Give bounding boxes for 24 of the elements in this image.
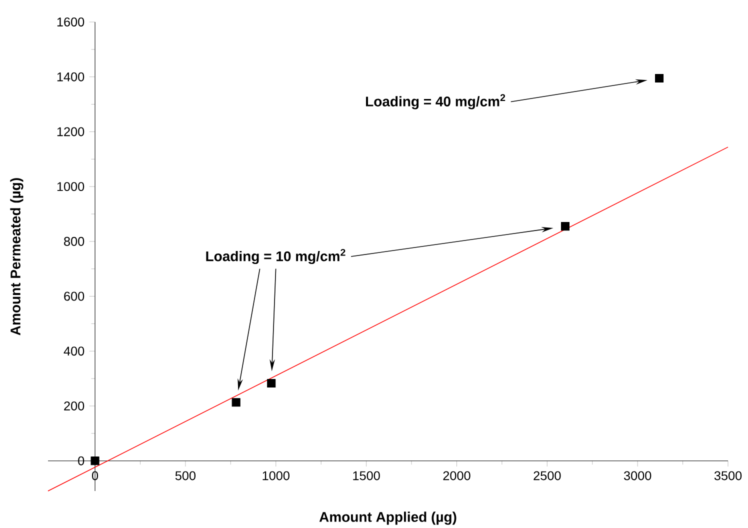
- y-tick-label: 1200: [57, 127, 84, 136]
- y-tick-label: 400: [64, 346, 84, 356]
- annotation: Loading = 40 mg/cm$^{2}$: [366, 94, 506, 110]
- point: [560, 222, 570, 231]
- y-tick-label: 1600: [57, 18, 84, 26]
- point: [655, 74, 664, 82]
- y-tick-label: 1400: [57, 72, 84, 82]
- annotation: Loading = 10 mg/cm$^{2}$: [206, 248, 346, 264]
- point: [90, 456, 100, 466]
- y-tick-label: 800: [64, 236, 84, 246]
- x-tick-label: 3000: [624, 471, 652, 480]
- point: [232, 398, 240, 407]
- x-tick-label: 1500: [353, 471, 380, 480]
- y-tick-label: 600: [64, 292, 84, 301]
- x-tick-label: 2000: [443, 471, 470, 480]
- y-axis-title: Amount Permeated (µg): [10, 178, 24, 336]
- x-tick-label: 2500: [534, 471, 561, 480]
- y-tick-label: 200: [64, 401, 84, 410]
- point: [267, 378, 276, 388]
- y-tick-label: 1000: [57, 182, 84, 192]
- x-tick-label: 1000: [262, 471, 290, 480]
- x-axis-title: Amount Applied (µg): [319, 512, 456, 525]
- x-tick-label: 500: [175, 471, 196, 480]
- x-tick-label: 3500: [714, 471, 742, 480]
